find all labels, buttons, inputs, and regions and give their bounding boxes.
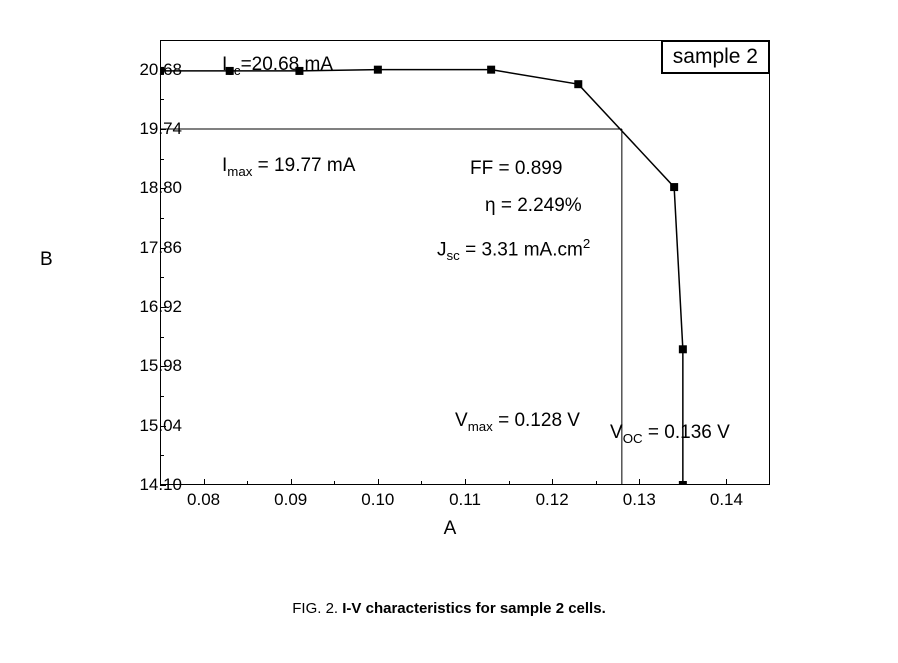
x-tick-label: 0.08 <box>174 490 234 510</box>
annotation-voc: VOC = 0.136 V <box>610 422 730 446</box>
x-tick-label: 0.10 <box>348 490 408 510</box>
annotation-imax: Imax = 19.77 mA <box>222 155 355 179</box>
x-tick-label: 0.09 <box>261 490 321 510</box>
x-tick-label: 0.11 <box>435 490 495 510</box>
x-axis-label: A <box>100 518 800 540</box>
caption-label: FIG. 2. <box>292 600 338 617</box>
y-tick-mark <box>160 485 166 486</box>
figure-caption: FIG. 2. I-V characteristics for sample 2… <box>20 600 878 617</box>
x-tick-label: 0.12 <box>522 490 582 510</box>
x-tick-label: 0.13 <box>609 490 669 510</box>
y-axis-label: B <box>40 249 53 271</box>
annotation-jsc: Jsc = 3.31 mA.cm2 <box>437 236 590 263</box>
annotation-vmax: Vmax = 0.128 V <box>455 410 580 434</box>
sample-label-box: sample 2 <box>661 40 770 74</box>
chart-wrapper: 14.1015.0415.9816.9217.8618.8019.7420.68… <box>100 20 800 560</box>
figure-container: 14.1015.0415.9816.9217.8618.8019.7420.68… <box>20 20 878 617</box>
annotation-ff: FF = 0.899 <box>470 158 562 180</box>
annotation-eta: η = 2.249% <box>485 195 582 217</box>
x-tick-label: 0.14 <box>696 490 756 510</box>
chart-plot-area: sample 2 Isc=20.68 mA Imax = 19.77 mA FF… <box>160 40 770 485</box>
caption-text: I-V characteristics for sample 2 cells. <box>342 600 605 617</box>
annotation-isc: Isc=20.68 mA <box>222 54 333 78</box>
